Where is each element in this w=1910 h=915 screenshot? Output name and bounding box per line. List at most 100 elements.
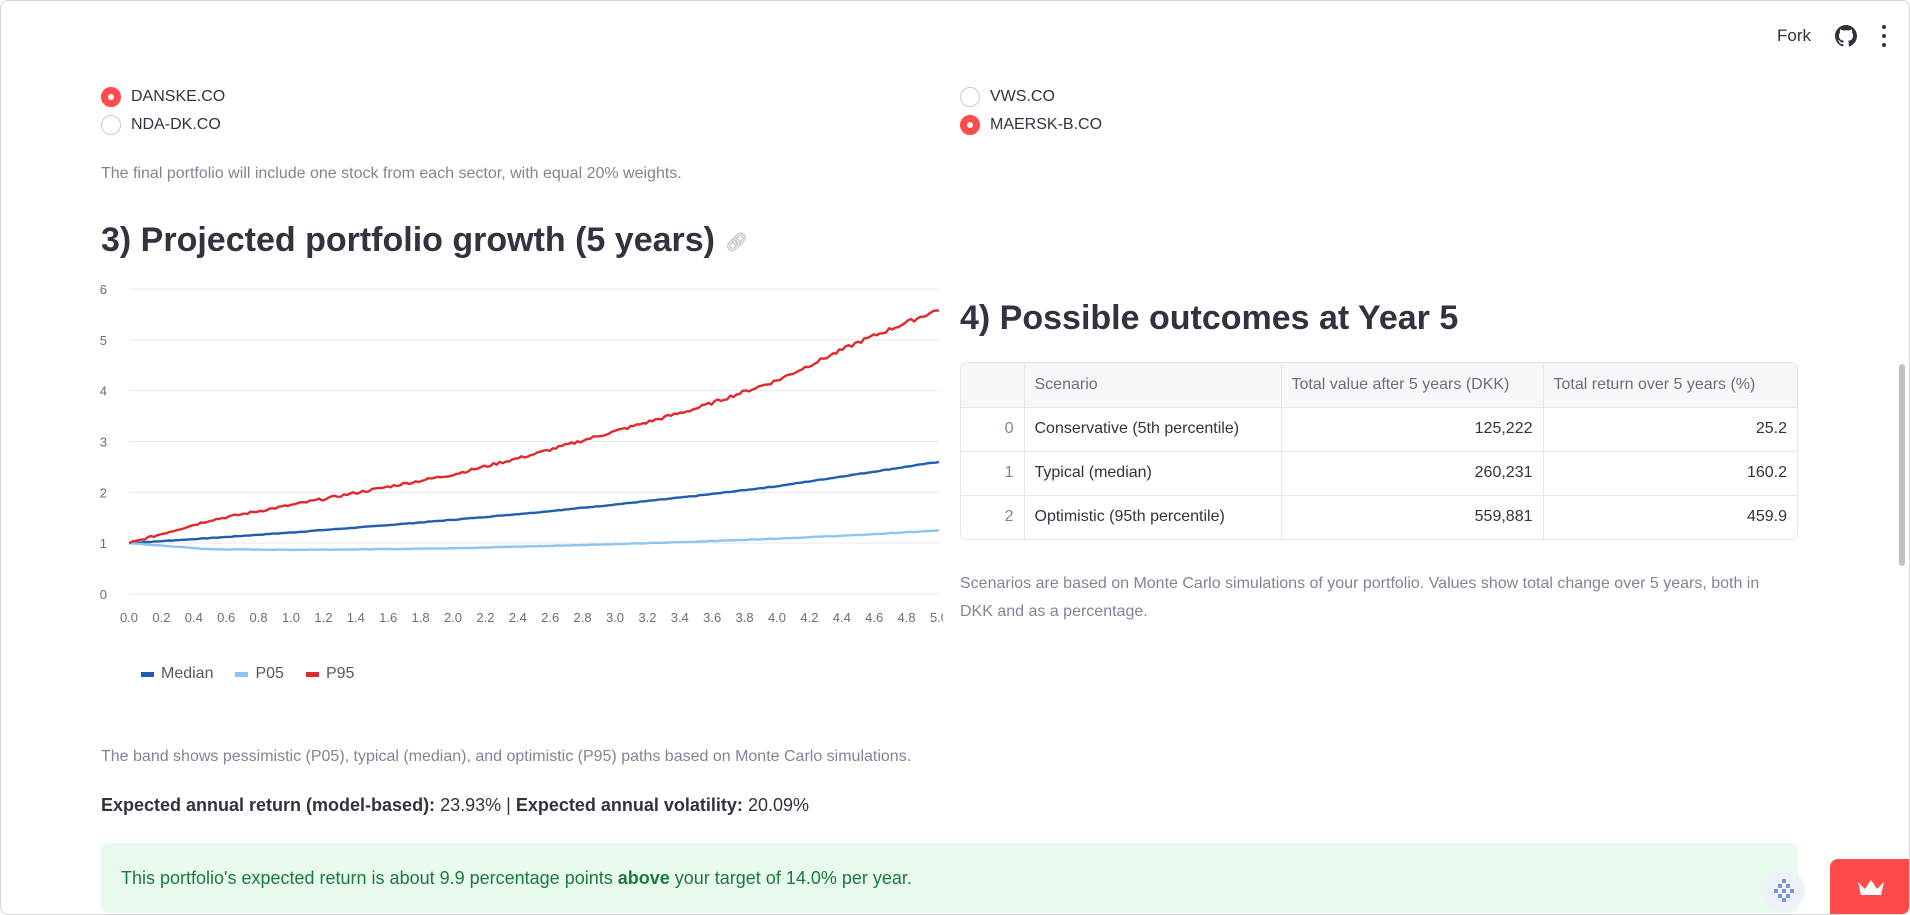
scrollbar-thumb[interactable]	[1899, 364, 1905, 566]
x-tick-label: 3.6	[703, 610, 721, 625]
scenario-cell[interactable]: Optimistic (95th percentile)	[1024, 495, 1282, 539]
legend-label: Median	[161, 665, 214, 682]
fork-button[interactable]: Fork	[1777, 26, 1811, 45]
x-tick-label: 4.0	[768, 610, 786, 625]
outcomes-table[interactable]: Scenario Total value after 5 years (DKK)…	[960, 362, 1798, 540]
radio-selected-icon[interactable]	[101, 87, 121, 107]
x-tick-label: 2.2	[476, 610, 494, 625]
table-row: 0 Conservative (5th percentile) 125,222 …	[961, 407, 1797, 452]
radio-selected-icon[interactable]	[960, 115, 980, 135]
legend-swatch	[305, 671, 319, 677]
series-line-p05	[128, 529, 940, 552]
column-header-index[interactable]	[961, 363, 1025, 408]
y-tick-label: 6	[100, 282, 107, 297]
radio-group-banks: DANSKE.CO NDA-DK.CO	[101, 83, 225, 139]
x-tick-label: 4.6	[865, 610, 883, 625]
x-tick-label: 3.2	[638, 610, 656, 625]
column-header-scenario[interactable]: Scenario	[1024, 363, 1282, 408]
success-emphasis: above	[617, 867, 670, 888]
legend-item-p05[interactable]: P05	[235, 665, 284, 683]
chart-legend: Median P05 P95	[141, 665, 354, 683]
x-tick-label: 0.4	[185, 610, 203, 625]
x-tick-label: 3.8	[736, 610, 754, 625]
x-tick-label: 0.8	[250, 610, 268, 625]
crown-icon	[1857, 879, 1884, 895]
radio-option[interactable]: DANSKE.CO	[101, 83, 225, 111]
success-text-prefix: This portfolio's expected return is abou…	[121, 867, 613, 888]
success-text-suffix: your target of 14.0% per year.	[674, 867, 912, 888]
radio-group-industrials: VWS.CO MAERSK-B.CO	[960, 83, 1102, 139]
y-tick-label: 2	[100, 485, 107, 500]
metrics-separator: |	[506, 795, 511, 815]
x-tick-label: 0.6	[217, 610, 235, 625]
streamlit-badge[interactable]	[1763, 869, 1805, 911]
row-index: 0	[961, 407, 1025, 452]
success-alert: This portfolio's expected return is abou…	[101, 843, 1798, 913]
legend-item-median[interactable]: Median	[141, 665, 213, 683]
y-tick-label: 4	[100, 384, 107, 399]
series-line-p95	[128, 309, 940, 545]
legend-swatch	[235, 671, 249, 677]
column-header-total-value[interactable]: Total value after 5 years (DKK)	[1281, 363, 1544, 408]
table-row: 2 Optimistic (95th percentile) 559,881 4…	[961, 495, 1797, 539]
scenario-cell[interactable]: Typical (median)	[1024, 451, 1282, 496]
x-tick-label: 2.6	[541, 610, 559, 625]
scenario-cell[interactable]: Conservative (5th percentile)	[1024, 407, 1282, 452]
total-value-cell[interactable]: 125,222	[1281, 407, 1544, 452]
x-tick-label: 1.2	[314, 610, 332, 625]
x-tick-label: 4.8	[898, 610, 916, 625]
total-return-cell[interactable]: 25.2	[1543, 407, 1797, 452]
series-line-median	[128, 460, 940, 545]
radio-unselected-icon[interactable]	[960, 87, 980, 107]
x-tick-label: 4.2	[800, 610, 818, 625]
toolbar: Fork	[1777, 25, 1887, 47]
legend-label: P95	[325, 665, 355, 682]
band-note: The band shows pessimistic (P05), typica…	[101, 748, 912, 765]
hosted-with-streamlit-button[interactable]	[1830, 859, 1909, 914]
x-tick-label: 4.4	[833, 610, 851, 625]
x-tick-label: 1.6	[379, 610, 397, 625]
x-tick-label: 0.0	[120, 610, 138, 625]
legend-item-p95[interactable]: P95	[305, 665, 355, 683]
radio-label: MAERSK-B.CO	[990, 116, 1103, 133]
x-tick-label: 2.8	[574, 610, 592, 625]
x-tick-label: 3.0	[606, 610, 624, 625]
y-tick-label: 1	[100, 536, 107, 551]
legend-swatch	[141, 671, 154, 677]
x-tick-label: 2.0	[444, 610, 462, 625]
table-header-row: Scenario Total value after 5 years (DKK)…	[961, 363, 1797, 408]
section-4-heading: 4) Possible outcomes at Year 5	[960, 299, 1459, 337]
github-icon[interactable]	[1835, 25, 1857, 47]
anchor-link-icon[interactable]: 🔗︎	[724, 231, 748, 252]
metrics-line: Expected annual return (model-based): 23…	[101, 795, 809, 816]
x-tick-label: 1.0	[282, 610, 300, 625]
radio-label: NDA-DK.CO	[131, 116, 221, 133]
pixel-logo-icon	[1774, 879, 1794, 902]
portfolio-note: The final portfolio will include one sto…	[101, 165, 682, 182]
radio-unselected-icon[interactable]	[101, 115, 121, 135]
total-value-cell[interactable]: 559,881	[1281, 495, 1544, 539]
section-3-heading: 3) Projected portfolio growth (5 years) 🔗…	[101, 221, 748, 260]
total-value-cell[interactable]: 260,231	[1281, 451, 1544, 496]
main-menu-icon[interactable]	[1881, 25, 1887, 47]
scenarios-note: Scenarios are based on Monte Carlo simul…	[960, 575, 1760, 620]
table-row: 1 Typical (median) 260,231 160.2	[961, 451, 1797, 496]
radio-option[interactable]: MAERSK-B.CO	[960, 111, 1102, 139]
legend-label: P05	[255, 665, 284, 682]
x-tick-label: 2.4	[509, 610, 527, 625]
y-tick-label: 0	[100, 587, 107, 602]
total-return-cell[interactable]: 160.2	[1543, 451, 1797, 496]
x-tick-label: 3.4	[671, 610, 689, 625]
x-tick-label: 1.4	[347, 610, 365, 625]
column-header-total-return[interactable]: Total return over 5 years (%)	[1543, 363, 1797, 408]
radio-option[interactable]: VWS.CO	[960, 83, 1102, 111]
volatility-label: Expected annual volatility:	[515, 795, 743, 815]
y-tick-label: 5	[100, 333, 107, 348]
x-tick-label: 5.0	[930, 610, 943, 625]
x-tick-label: 0.2	[152, 610, 170, 625]
x-tick-label: 1.8	[412, 610, 430, 625]
radio-option[interactable]: NDA-DK.CO	[101, 111, 225, 139]
total-return-cell[interactable]: 459.9	[1746, 508, 1787, 526]
return-label: Expected annual return (model-based):	[101, 795, 436, 815]
